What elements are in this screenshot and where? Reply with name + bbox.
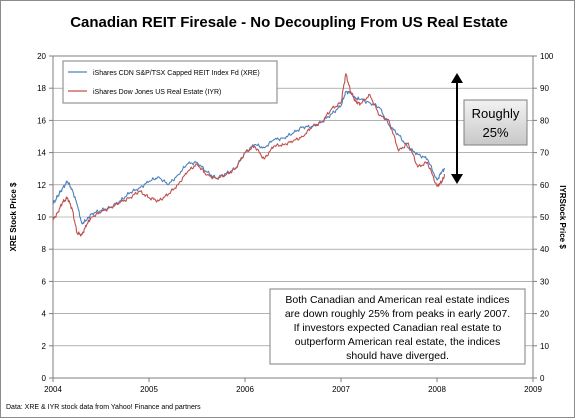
x-axis: 2004 2005 2006 2007 2008 2009 — [44, 378, 542, 394]
annotation-line-4: outperform American real estate, the ind… — [295, 336, 500, 348]
y-axis-left-title: XRE Stock Price $ — [9, 182, 18, 251]
callout-line-2: 25% — [482, 125, 508, 140]
y-left-tick-label: 6 — [42, 277, 47, 286]
legend-label-iyr: iShares Dow Jones US Real Estate (IYR) — [93, 89, 221, 96]
x-tick-label: 2009 — [524, 385, 542, 394]
annotation-line-1: Both Canadian and American real estate i… — [285, 294, 509, 306]
annotation-line-5: should have diverged. — [346, 350, 449, 362]
source-note: Data: XRE & IYR stock data from Yahoo! F… — [6, 404, 201, 411]
x-tick-label: 2005 — [140, 385, 158, 394]
y-left-tick-label: 16 — [37, 116, 46, 125]
y-left-tick-label: 10 — [37, 213, 46, 222]
y-right-tick-label: 70 — [540, 149, 549, 158]
y-left-tick-label: 4 — [42, 310, 47, 319]
y-axis-left: 0 2 4 6 8 10 12 14 16 18 20 — [37, 52, 53, 383]
y-left-tick-label: 20 — [37, 52, 46, 61]
y-left-tick-label: 12 — [37, 181, 46, 190]
y-axis-right: 0 10 20 30 40 50 60 70 80 90 100 — [533, 52, 554, 383]
y-right-tick-label: 10 — [540, 342, 549, 351]
annotation-line-2: are down roughly 25% from peaks in early… — [285, 308, 510, 320]
y-right-tick-label: 40 — [540, 245, 549, 254]
x-tick-label: 2008 — [428, 385, 446, 394]
y-left-tick-label: 0 — [42, 374, 47, 383]
y-right-tick-label: 100 — [540, 52, 554, 61]
chart-title: Canadian REIT Firesale - No Decoupling F… — [70, 14, 508, 31]
callout-box: Roughly 25% — [463, 99, 528, 146]
y-right-tick-label: 60 — [540, 181, 549, 190]
y-left-tick-label: 14 — [37, 149, 46, 158]
callout-line-1: Roughly — [472, 106, 520, 121]
annotation-line-3: If investors expected Canadian real esta… — [294, 322, 502, 334]
series-line-iyr — [52, 73, 446, 237]
annotation-box: Both Canadian and American real estate i… — [269, 288, 526, 365]
x-tick-label: 2006 — [236, 385, 254, 394]
y-axis-right-title: IYRStock Price $ — [558, 185, 567, 249]
legend: iShares CDN S&P/TSX Capped REIT Index Fd… — [62, 60, 278, 104]
y-left-tick-label: 2 — [42, 342, 47, 351]
y-left-tick-label: 18 — [37, 84, 46, 93]
y-right-tick-label: 30 — [540, 277, 549, 286]
y-right-tick-label: 80 — [540, 116, 549, 125]
legend-label-xre: iShares CDN S&P/TSX Capped REIT Index Fd… — [93, 70, 260, 77]
series-layer — [52, 73, 446, 237]
y-right-tick-label: 20 — [540, 310, 549, 319]
y-right-tick-label: 90 — [540, 84, 549, 93]
x-tick-label: 2007 — [332, 385, 350, 394]
y-right-tick-label: 50 — [540, 213, 549, 222]
decline-arrow — [451, 73, 463, 184]
y-left-tick-label: 8 — [42, 245, 47, 254]
x-tick-label: 2004 — [44, 385, 62, 394]
legend-box — [62, 60, 278, 104]
y-right-tick-label: 0 — [540, 374, 545, 383]
